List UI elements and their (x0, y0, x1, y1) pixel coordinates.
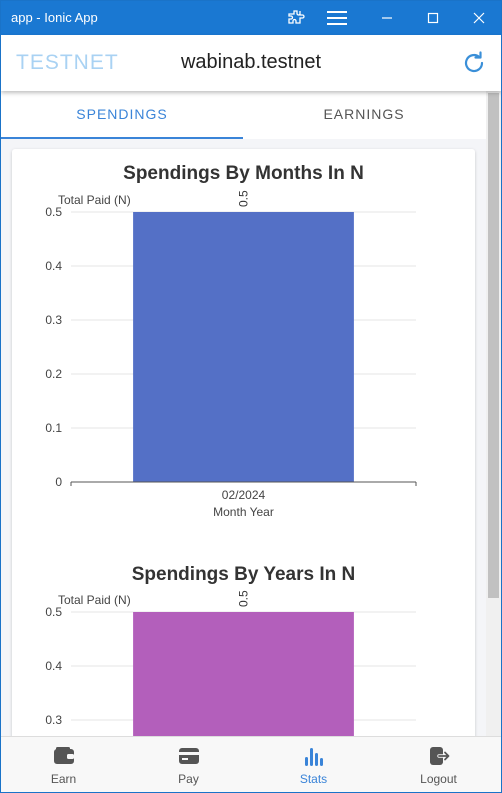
y-axis-title: Total Paid (N) (58, 593, 131, 607)
logout-icon (428, 746, 451, 766)
network-brand: TESTNET (16, 51, 119, 74)
y-tick-label: 0.4 (45, 659, 62, 673)
bar (133, 612, 354, 736)
scrollbar[interactable] (486, 91, 501, 736)
wallet-icon (53, 746, 75, 766)
stats-icon (303, 746, 325, 766)
tab-earnings[interactable]: EARNINGS (323, 106, 405, 122)
scrollbar-thumb[interactable] (488, 93, 499, 598)
content-area: SPENDINGS EARNINGS Spendings By Months I… (1, 91, 486, 736)
menu-icon[interactable] (317, 1, 357, 35)
y-tick-label: 0.5 (45, 205, 62, 219)
maximize-button[interactable] (413, 1, 453, 35)
years-chart: Spendings By Years In N Total Paid (N) 0… (12, 549, 475, 736)
tab-label: Logout (420, 772, 457, 786)
app-header: TESTNET wabinab.testnet (1, 35, 501, 91)
tab-label: Pay (178, 772, 199, 786)
tab-logout[interactable]: Logout (376, 737, 501, 792)
bar (133, 212, 354, 482)
bar-data-label: 0.5 (237, 590, 251, 607)
minimize-button[interactable] (367, 1, 407, 35)
months-chart-svg: 0 0.1 0.2 0.3 0.4 0.5 0.5 02/2024 Month Year (45, 190, 417, 519)
tab-label: Stats (299, 772, 328, 786)
tab-stats[interactable]: Stats (251, 737, 376, 792)
x-axis-title: Month Year (213, 505, 274, 519)
years-chart-svg: 00.10.20.30.40.50.5 (45, 590, 416, 736)
months-chart: Spendings By Months In N Total Paid (N) … (12, 149, 475, 549)
tab-spendings[interactable]: SPENDINGS (1, 91, 243, 139)
y-tick-label: 0.3 (45, 313, 62, 327)
y-tick-label: 0.5 (45, 605, 62, 619)
tab-earn[interactable]: Earn (1, 737, 126, 792)
title-bar: app - Ionic App (1, 1, 501, 35)
segment-tabs: SPENDINGS EARNINGS (1, 91, 486, 139)
chart-title: Spendings By Months In N (123, 163, 364, 184)
chart-title: Spendings By Years In N (131, 564, 356, 585)
y-tick-label: 0.2 (45, 367, 62, 381)
y-tick-label: 0.4 (45, 259, 62, 273)
bottom-tab-bar: Earn Pay Stats Logout (1, 736, 501, 792)
y-tick-label: 0.3 (45, 713, 62, 727)
y-tick-label: 0 (55, 475, 62, 489)
extensions-icon[interactable] (276, 1, 316, 35)
close-button[interactable] (459, 1, 499, 35)
stats-card: Spendings By Months In N Total Paid (N) … (12, 149, 475, 736)
bar-data-label: 0.5 (237, 190, 251, 207)
refresh-icon[interactable] (461, 50, 487, 76)
window-title: app - Ionic App (11, 10, 98, 25)
tab-pay[interactable]: Pay (126, 737, 251, 792)
card-icon (178, 746, 200, 766)
y-tick-label: 0.1 (45, 421, 62, 435)
tab-label: Earn (50, 772, 77, 786)
y-axis-title: Total Paid (N) (58, 193, 131, 207)
account-name: wabinab.testnet (180, 51, 322, 73)
x-tick-label: 02/2024 (222, 488, 266, 502)
